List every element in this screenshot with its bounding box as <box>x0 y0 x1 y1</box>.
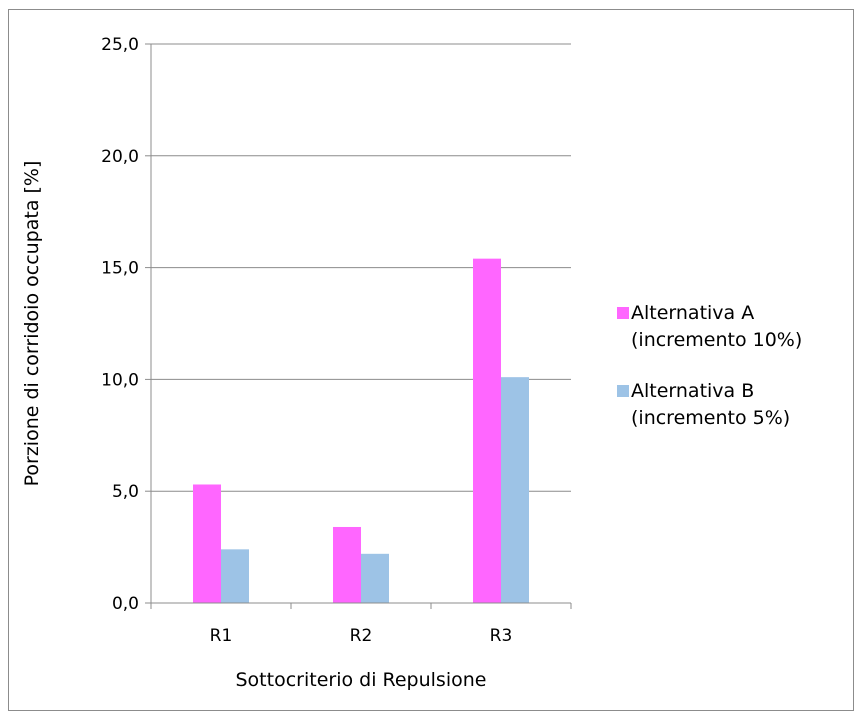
legend-label: Alternativa B <box>631 380 754 402</box>
y-tick-label: 5,0 <box>112 482 139 502</box>
bar-series-1-R3 <box>473 259 501 603</box>
x-tick-label: R1 <box>210 626 233 646</box>
legend-swatch-series-1 <box>617 307 629 319</box>
y-tick-label: 20,0 <box>101 147 139 167</box>
x-tick-label: R2 <box>350 626 373 646</box>
y-tick-label: 25,0 <box>101 35 139 55</box>
x-tick-labels: R1 R2 R3 <box>210 626 513 646</box>
y-tick-label: 15,0 <box>101 259 139 279</box>
legend: Alternativa A (incremento 10%) Alternativa… <box>617 302 802 429</box>
y-tick-label: 0,0 <box>112 594 139 614</box>
legend-label: (incremento 10%) <box>631 329 802 351</box>
legend-swatch-series-2 <box>617 385 629 397</box>
y-tick-label: 10,0 <box>101 370 139 390</box>
x-tick-label: R3 <box>490 626 513 646</box>
bar-series-2-R3 <box>501 377 529 603</box>
y-axis-title: Porzione di corridoio occupata [%] <box>21 161 43 487</box>
bar-chart: 0,0 5,0 10,0 15,0 20,0 25,0 R1 R2 R3 Sottocrite… <box>9 10 855 712</box>
bar-series-1-R1 <box>193 484 221 603</box>
x-axis-title: Sottocriterio di Repulsione <box>236 669 487 691</box>
y-tick-labels: 0,0 5,0 10,0 15,0 20,0 25,0 <box>101 35 139 614</box>
chart-frame: 0,0 5,0 10,0 15,0 20,0 25,0 R1 R2 R3 Sottocrite… <box>8 9 854 711</box>
legend-label: Alternativa A <box>631 302 754 324</box>
bars <box>193 259 529 603</box>
bar-series-2-R2 <box>361 554 389 603</box>
legend-label: (incremento 5%) <box>631 407 790 429</box>
bar-series-1-R2 <box>333 527 361 603</box>
bar-series-2-R1 <box>221 549 249 603</box>
